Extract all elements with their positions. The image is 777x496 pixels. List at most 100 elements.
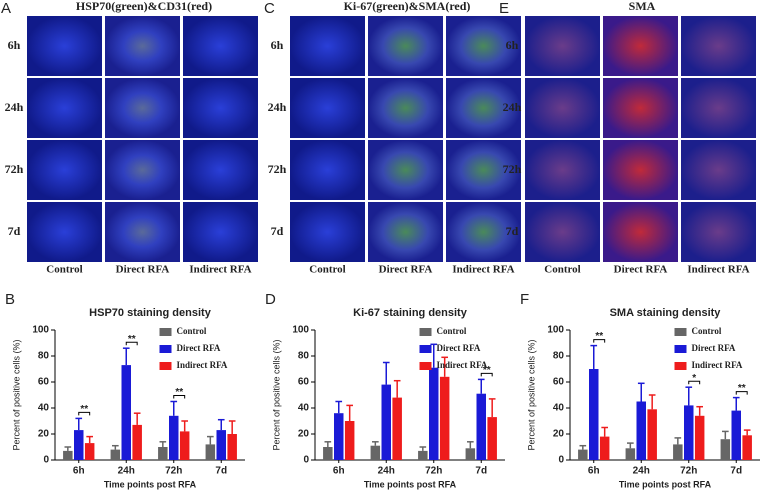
bar [673, 444, 683, 460]
panel-letter: D [265, 291, 276, 308]
row-label: 24h [503, 100, 522, 114]
panel-letter: A [1, 0, 11, 17]
bar [205, 444, 216, 460]
micrograph [446, 140, 521, 200]
micrograph [368, 16, 443, 76]
bar [578, 449, 588, 460]
legend-label: Control [177, 326, 207, 336]
column-label: Direct RFA [614, 264, 668, 276]
x-tick-label: 24h [118, 466, 135, 477]
micrograph [290, 16, 365, 76]
significance-bracket [125, 341, 138, 346]
legend-swatch [159, 328, 172, 336]
column-label: Control [309, 264, 345, 276]
micrograph [681, 140, 756, 200]
y-tick-label: 60 [298, 377, 310, 388]
y-tick-label: 0 [303, 455, 309, 466]
significance-label: ** [483, 365, 491, 376]
bar [110, 449, 121, 460]
bar [694, 415, 705, 460]
row-label: 24h [5, 100, 24, 114]
bar [158, 447, 168, 460]
chart-title: HSP70 staining density [89, 307, 212, 319]
legend-label: Direct RFA [692, 343, 736, 353]
significance-label: ** [128, 334, 136, 345]
micrograph [525, 202, 600, 262]
bar [334, 413, 344, 460]
significance-label: ** [738, 383, 746, 394]
micrograph [27, 78, 102, 138]
legend-swatch [419, 328, 432, 336]
legend-label: Direct RFA [177, 343, 221, 353]
micrograph [105, 202, 180, 262]
significance-bracket [593, 339, 606, 343]
micrograph [681, 78, 756, 138]
significance-label: ** [595, 331, 603, 342]
micrograph [525, 140, 600, 200]
panel-title: HSP70(green)&CD31(red) [76, 0, 212, 13]
bar [74, 430, 84, 460]
bar [429, 367, 439, 460]
row-label: 72h [503, 162, 522, 176]
micrograph [368, 140, 443, 200]
legend-label: Control [437, 326, 467, 336]
micrograph [105, 78, 180, 138]
x-tick-label: 6h [333, 466, 345, 477]
y-tick-label: 80 [38, 351, 50, 362]
x-tick-label: 6h [588, 466, 600, 477]
chart-title: Ki-67 staining density [353, 307, 468, 319]
panel-letter: E [499, 0, 509, 17]
significance-bracket [735, 391, 748, 395]
y-tick-label: 80 [553, 351, 565, 362]
micrograph [681, 202, 756, 262]
micrograph [446, 16, 521, 76]
micrograph [27, 202, 102, 262]
micrograph [446, 78, 521, 138]
micrograph [105, 16, 180, 76]
y-axis-label: Percent of positive cells (%) [271, 339, 281, 450]
y-tick-label: 100 [292, 325, 309, 336]
row-label: 24h [268, 100, 287, 114]
bar [476, 393, 486, 460]
micrograph [368, 202, 443, 262]
bar [599, 436, 610, 460]
chart-title: SMA staining density [610, 307, 722, 319]
row-label: 72h [268, 162, 287, 176]
row-label: 7d [8, 224, 21, 238]
bar [684, 405, 694, 460]
micrograph [27, 16, 102, 76]
micrograph [290, 202, 365, 262]
micrograph [183, 78, 258, 138]
micrograph [183, 140, 258, 200]
y-tick-label: 80 [298, 351, 310, 362]
micrograph [27, 140, 102, 200]
y-tick-label: 20 [553, 429, 565, 440]
legend-swatch [419, 345, 432, 353]
bar [439, 376, 450, 460]
y-tick-label: 100 [547, 325, 564, 336]
bar [63, 450, 73, 460]
bar [132, 424, 142, 460]
x-tick-label: 72h [425, 466, 442, 477]
bar [465, 448, 476, 460]
legend-swatch [674, 328, 687, 336]
bar [381, 384, 391, 460]
column-label: Control [544, 264, 580, 276]
bar [227, 434, 237, 460]
legend-swatch [674, 345, 687, 353]
bar [344, 421, 355, 460]
legend-swatch [159, 362, 172, 370]
legend-label: Indirect RFA [437, 360, 488, 370]
y-tick-label: 60 [553, 377, 565, 388]
bar [169, 415, 179, 460]
column-label: Direct RFA [379, 264, 433, 276]
bar [487, 417, 497, 460]
y-tick-label: 20 [38, 429, 50, 440]
x-tick-label: 72h [165, 466, 182, 477]
column-label: Indirect RFA [189, 264, 251, 276]
significance-label: ** [80, 404, 88, 415]
bar [720, 439, 731, 460]
bar [625, 448, 636, 460]
y-tick-label: 20 [298, 429, 310, 440]
micrograph [446, 202, 521, 262]
